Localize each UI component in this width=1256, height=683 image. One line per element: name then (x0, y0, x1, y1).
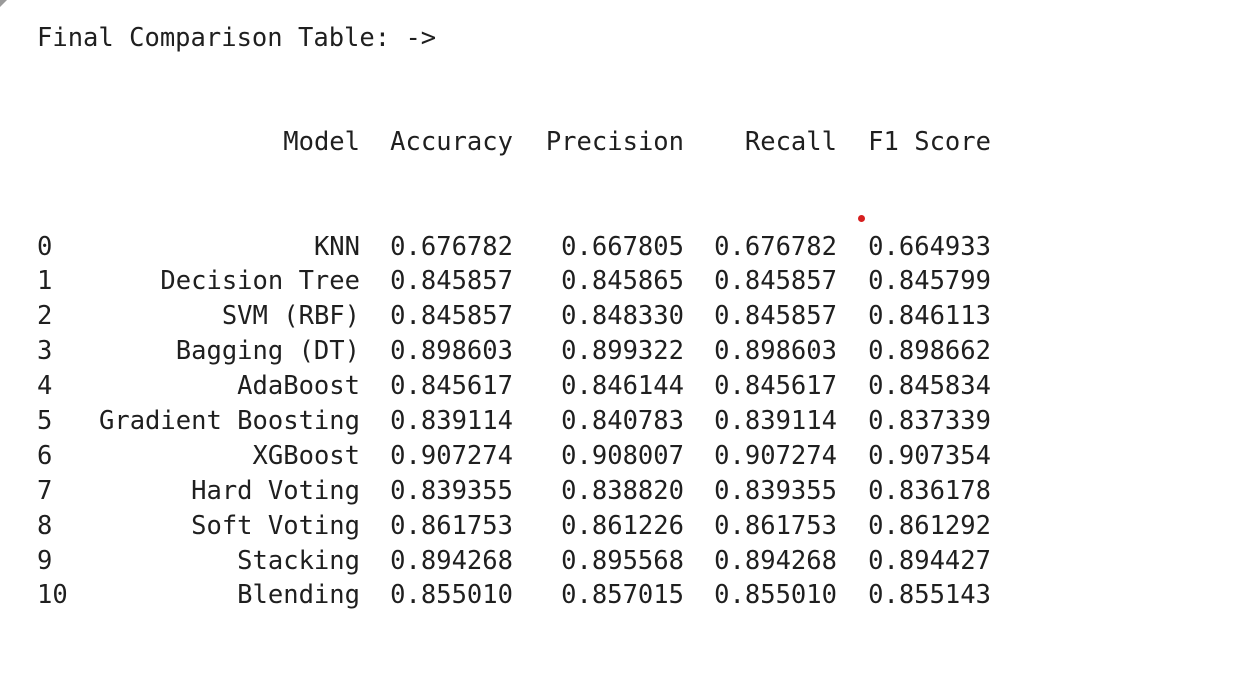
row-accuracy: 0.907274 (390, 440, 513, 471)
row-model: Stacking (237, 545, 360, 576)
table-row: 4 AdaBoost 0.845617 0.846144 0.845617 0.84583… (37, 369, 991, 404)
row-model: AdaBoost (237, 371, 360, 402)
row-index: 3 (37, 336, 53, 367)
row-recall: 0.839114 (714, 405, 837, 436)
row-index: 6 (37, 440, 53, 471)
row-f1-score: 0.664933 (868, 231, 991, 262)
row-index: 2 (37, 301, 53, 332)
row-model: Gradient Boosting (99, 405, 360, 436)
row-precision: 0.845865 (561, 266, 684, 297)
header-f1-score: F1 Score (868, 126, 991, 157)
table-body: 0 KNN 0.676782 0.667805 0.676782 0.664933 1 Dec… (37, 230, 991, 614)
row-recall: 0.845617 (714, 371, 837, 402)
table-row: 9 Stacking 0.894268 0.895568 0.894268 0.89442… (37, 544, 991, 579)
cell-output: Final Comparison Table: -> Model Accurac… (0, 0, 991, 611)
row-f1-score: 0.845799 (868, 266, 991, 297)
table-row: 6 XGBoost 0.907274 0.908007 0.907274 0.907354 (37, 439, 991, 474)
row-model: KNN (313, 231, 360, 262)
row-accuracy: 0.845617 (390, 371, 513, 402)
row-f1-score: 0.855143 (868, 580, 991, 611)
row-recall: 0.907274 (714, 440, 837, 471)
row-accuracy: 0.855010 (390, 580, 513, 611)
row-model: Soft Voting (191, 510, 360, 541)
row-accuracy: 0.845857 (390, 301, 513, 332)
row-accuracy: 0.894268 (390, 545, 513, 576)
row-recall: 0.845857 (714, 301, 837, 332)
row-f1-score: 0.846113 (868, 301, 991, 332)
row-accuracy: 0.676782 (390, 231, 513, 262)
row-index: 5 (37, 405, 53, 436)
row-recall: 0.845857 (714, 266, 837, 297)
row-index: 0 (37, 231, 53, 262)
row-f1-score: 0.898662 (868, 336, 991, 367)
row-precision: 0.861226 (561, 510, 684, 541)
table-row: 7 Hard Voting 0.839355 0.838820 0.839355 0.83… (37, 474, 991, 509)
row-model: Decision Tree (160, 266, 360, 297)
table-row: 3 Bagging (DT) 0.898603 0.899322 0.898603 0.8… (37, 334, 991, 369)
row-f1-score: 0.861292 (868, 510, 991, 541)
row-f1-score: 0.836178 (868, 475, 991, 506)
row-precision: 0.838820 (561, 475, 684, 506)
row-accuracy: 0.845857 (390, 266, 513, 297)
collapse-corner-icon[interactable] (0, 0, 7, 7)
row-accuracy: 0.861753 (390, 510, 513, 541)
table-row: 8 Soft Voting 0.861753 0.861226 0.861753 0.86… (37, 509, 991, 544)
table-row: 0 KNN 0.676782 0.667805 0.676782 0.664933 (37, 230, 991, 265)
table-header-row: Model Accuracy Precision Recall F1 Score (37, 125, 991, 160)
row-precision: 0.846144 (561, 371, 684, 402)
row-recall: 0.898603 (714, 336, 837, 367)
row-index: 4 (37, 371, 53, 402)
row-precision: 0.908007 (561, 440, 684, 471)
row-accuracy: 0.839355 (390, 475, 513, 506)
row-f1-score: 0.837339 (868, 405, 991, 436)
table-row: 5 Gradient Boosting 0.839114 0.840783 0.8391… (37, 404, 991, 439)
row-precision: 0.899322 (561, 336, 684, 367)
row-recall: 0.855010 (714, 580, 837, 611)
row-recall: 0.839355 (714, 475, 837, 506)
row-precision: 0.857015 (561, 580, 684, 611)
row-model: XGBoost (252, 440, 360, 471)
row-recall: 0.894268 (714, 545, 837, 576)
row-f1-score: 0.845834 (868, 371, 991, 402)
row-precision: 0.895568 (561, 545, 684, 576)
row-accuracy: 0.898603 (390, 336, 513, 367)
header-accuracy: Accuracy (390, 126, 513, 157)
comparison-table: Model Accuracy Precision Recall F1 Score… (37, 55, 991, 683)
row-precision: 0.667805 (561, 231, 684, 262)
row-accuracy: 0.839114 (390, 405, 513, 436)
row-recall: 0.676782 (714, 231, 837, 262)
table-row: 2 SVM (RBF) 0.845857 0.848330 0.845857 0.8461… (37, 299, 991, 334)
header-recall: Recall (744, 126, 837, 157)
row-model: Bagging (DT) (175, 336, 360, 367)
table-row: 10 Blending 0.855010 0.857015 0.855010 0.8551… (37, 578, 991, 613)
output-heading: Final Comparison Table: -> (37, 23, 437, 53)
row-precision: 0.840783 (561, 405, 684, 436)
row-model: Hard Voting (191, 475, 360, 506)
row-recall: 0.861753 (714, 510, 837, 541)
row-f1-score: 0.894427 (868, 545, 991, 576)
table-row: 1 Decision Tree 0.845857 0.845865 0.845857 0.… (37, 264, 991, 299)
cursor-dot-icon (858, 215, 865, 222)
row-f1-score: 0.907354 (868, 440, 991, 471)
row-precision: 0.848330 (561, 301, 684, 332)
header-precision: Precision (545, 126, 684, 157)
header-model: Model (283, 126, 360, 157)
row-model: Blending (237, 580, 360, 611)
row-model: SVM (RBF) (221, 301, 360, 332)
row-index: 1 (37, 266, 53, 297)
